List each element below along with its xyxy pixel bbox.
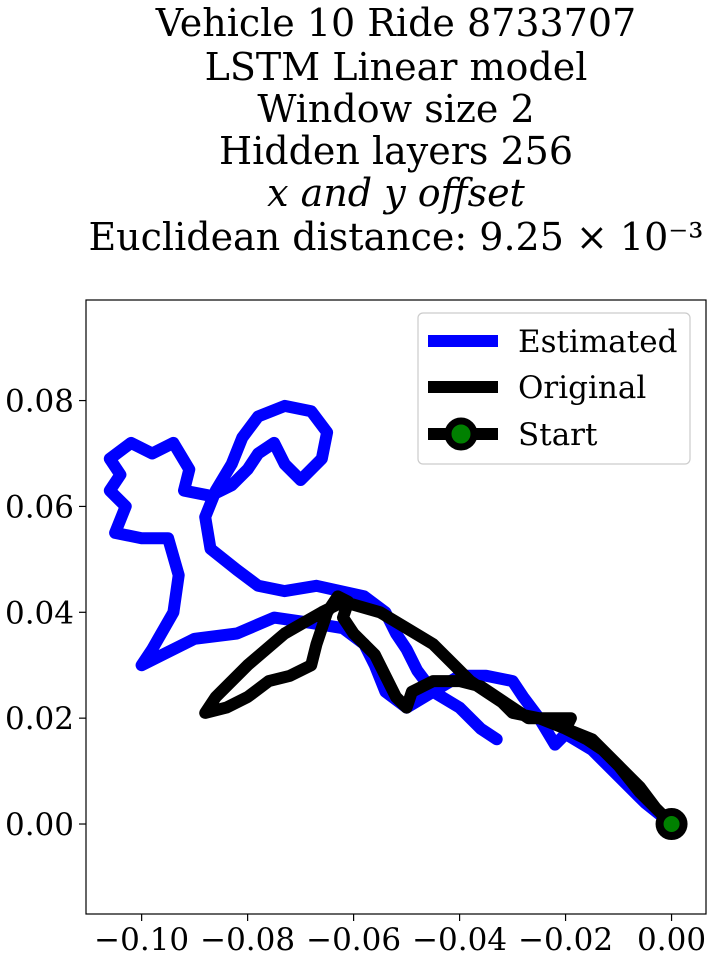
title-line-4: Hidden layers 256 — [219, 129, 573, 173]
legend-label-estimated: Estimated — [518, 324, 677, 360]
y-tick-label: 0.00 — [5, 807, 74, 843]
start-marker — [655, 808, 688, 841]
y-tick-label: 0.02 — [5, 701, 74, 737]
series-line-estimated — [103, 399, 678, 830]
x-tick-label: −0.08 — [200, 922, 295, 958]
legend-swatch-start-marker — [444, 417, 478, 451]
y-tick-label: 0.08 — [5, 384, 74, 420]
x-tick-label: −0.10 — [94, 922, 189, 958]
x-tick-label: −0.02 — [518, 922, 613, 958]
series-line-original — [199, 590, 678, 830]
marker-layer — [655, 808, 688, 841]
x-axis: −0.10 −0.08 −0.06 −0.04 −0.02 0.00 — [94, 914, 706, 958]
title-line-6: Euclidean distance: 9.25 × 10⁻³ — [88, 215, 703, 259]
y-tick-label: 0.06 — [5, 489, 74, 525]
legend-box — [417, 312, 691, 465]
series-layer — [103, 399, 678, 830]
x-tick-label: −0.06 — [306, 922, 401, 958]
chart-title: Vehicle 10 Ride 8733707 LSTM Linear mode… — [88, 1, 703, 259]
x-tick-label: 0.00 — [637, 922, 706, 958]
legend-label-original: Original — [518, 370, 646, 406]
legend: Estimated Original Start — [417, 312, 691, 465]
title-line-3: Window size 2 — [257, 87, 534, 131]
title-line-1: Vehicle 10 Ride 8733707 — [155, 1, 636, 45]
legend-label-start: Start — [518, 417, 598, 453]
title-line-5: x and y offset — [267, 171, 525, 215]
x-tick-label: −0.04 — [412, 922, 507, 958]
y-tick-label: 0.04 — [5, 595, 74, 631]
y-axis: 0.00 0.02 0.04 0.06 0.08 — [5, 384, 86, 843]
title-line-2: LSTM Linear model — [205, 45, 588, 89]
